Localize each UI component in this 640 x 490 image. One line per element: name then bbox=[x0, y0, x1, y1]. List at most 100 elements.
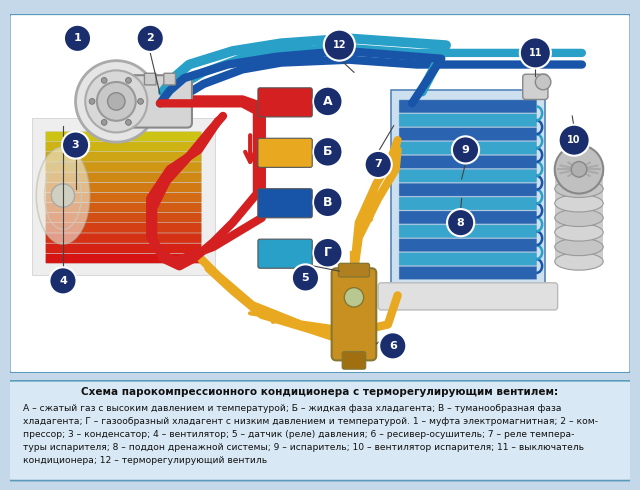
Circle shape bbox=[344, 288, 364, 307]
FancyBboxPatch shape bbox=[258, 239, 312, 268]
FancyBboxPatch shape bbox=[45, 253, 202, 264]
Circle shape bbox=[572, 162, 587, 177]
FancyBboxPatch shape bbox=[391, 90, 545, 288]
Circle shape bbox=[62, 131, 89, 159]
Text: А – сжатый газ с высоким давлением и температурой; Б – жидкая фаза хладагента; В: А – сжатый газ с высоким давлением и тем… bbox=[23, 404, 598, 465]
Circle shape bbox=[101, 77, 107, 83]
Ellipse shape bbox=[555, 223, 604, 241]
FancyBboxPatch shape bbox=[378, 283, 557, 310]
Circle shape bbox=[292, 265, 319, 292]
Circle shape bbox=[452, 136, 479, 164]
Text: 7: 7 bbox=[374, 159, 382, 170]
Ellipse shape bbox=[36, 147, 90, 244]
Text: 10: 10 bbox=[568, 135, 581, 145]
FancyBboxPatch shape bbox=[45, 131, 202, 142]
Ellipse shape bbox=[555, 253, 604, 270]
Circle shape bbox=[85, 71, 147, 132]
Circle shape bbox=[51, 184, 75, 207]
FancyBboxPatch shape bbox=[45, 243, 202, 253]
FancyBboxPatch shape bbox=[129, 75, 192, 127]
FancyBboxPatch shape bbox=[45, 213, 202, 223]
FancyBboxPatch shape bbox=[32, 118, 215, 275]
FancyBboxPatch shape bbox=[399, 155, 537, 169]
FancyBboxPatch shape bbox=[45, 162, 202, 172]
FancyBboxPatch shape bbox=[399, 100, 537, 113]
Text: 1: 1 bbox=[74, 33, 81, 43]
Ellipse shape bbox=[555, 195, 604, 212]
Ellipse shape bbox=[555, 166, 604, 183]
Text: А: А bbox=[323, 95, 333, 108]
Circle shape bbox=[535, 74, 551, 90]
Circle shape bbox=[76, 61, 157, 142]
FancyBboxPatch shape bbox=[258, 88, 312, 117]
Circle shape bbox=[108, 93, 125, 110]
Circle shape bbox=[125, 77, 131, 83]
Text: Б: Б bbox=[323, 146, 333, 158]
Circle shape bbox=[137, 25, 164, 52]
FancyBboxPatch shape bbox=[399, 253, 537, 266]
Text: Схема парокомпрессионного кондиционера с терморегулирующим вентилем:: Схема парокомпрессионного кондиционера с… bbox=[81, 387, 559, 397]
FancyBboxPatch shape bbox=[45, 193, 202, 202]
FancyBboxPatch shape bbox=[10, 14, 630, 373]
FancyBboxPatch shape bbox=[45, 152, 202, 162]
Circle shape bbox=[313, 188, 342, 217]
Circle shape bbox=[49, 267, 77, 294]
Text: 6: 6 bbox=[389, 341, 397, 351]
Ellipse shape bbox=[555, 209, 604, 226]
Circle shape bbox=[101, 120, 107, 125]
Text: 8: 8 bbox=[457, 218, 465, 228]
FancyBboxPatch shape bbox=[399, 114, 537, 127]
Circle shape bbox=[313, 87, 342, 116]
FancyBboxPatch shape bbox=[45, 202, 202, 213]
FancyBboxPatch shape bbox=[258, 189, 312, 218]
Text: 11: 11 bbox=[529, 48, 542, 58]
Circle shape bbox=[313, 238, 342, 267]
FancyBboxPatch shape bbox=[339, 264, 369, 277]
FancyBboxPatch shape bbox=[45, 223, 202, 233]
FancyBboxPatch shape bbox=[555, 170, 604, 262]
Circle shape bbox=[379, 332, 406, 360]
Ellipse shape bbox=[555, 238, 604, 256]
FancyBboxPatch shape bbox=[399, 225, 537, 238]
Text: 3: 3 bbox=[72, 140, 79, 150]
FancyBboxPatch shape bbox=[399, 211, 537, 224]
Circle shape bbox=[365, 151, 392, 178]
FancyBboxPatch shape bbox=[399, 183, 537, 196]
Circle shape bbox=[138, 98, 143, 104]
Circle shape bbox=[324, 29, 355, 61]
Ellipse shape bbox=[555, 180, 604, 197]
Circle shape bbox=[64, 25, 91, 52]
FancyBboxPatch shape bbox=[45, 182, 202, 193]
FancyBboxPatch shape bbox=[342, 352, 365, 369]
Text: 2: 2 bbox=[147, 33, 154, 43]
Ellipse shape bbox=[555, 145, 604, 194]
FancyBboxPatch shape bbox=[45, 142, 202, 152]
Text: В: В bbox=[323, 196, 333, 209]
FancyBboxPatch shape bbox=[164, 74, 175, 85]
Circle shape bbox=[520, 37, 551, 69]
FancyBboxPatch shape bbox=[399, 170, 537, 182]
FancyBboxPatch shape bbox=[399, 267, 537, 279]
FancyBboxPatch shape bbox=[399, 197, 537, 210]
Text: 12: 12 bbox=[333, 40, 346, 50]
Circle shape bbox=[89, 98, 95, 104]
FancyBboxPatch shape bbox=[399, 239, 537, 252]
Circle shape bbox=[447, 209, 474, 236]
Text: Г: Г bbox=[324, 246, 332, 259]
FancyBboxPatch shape bbox=[523, 74, 548, 99]
FancyBboxPatch shape bbox=[332, 268, 376, 360]
FancyBboxPatch shape bbox=[145, 74, 156, 85]
FancyBboxPatch shape bbox=[399, 142, 537, 154]
Circle shape bbox=[313, 137, 342, 167]
FancyBboxPatch shape bbox=[45, 172, 202, 182]
Text: 4: 4 bbox=[59, 276, 67, 286]
FancyBboxPatch shape bbox=[258, 138, 312, 168]
FancyBboxPatch shape bbox=[45, 233, 202, 243]
Circle shape bbox=[97, 82, 136, 121]
Text: 5: 5 bbox=[301, 273, 309, 283]
Circle shape bbox=[559, 124, 589, 156]
Circle shape bbox=[125, 120, 131, 125]
Text: 9: 9 bbox=[461, 145, 469, 155]
FancyBboxPatch shape bbox=[399, 128, 537, 141]
FancyBboxPatch shape bbox=[6, 381, 634, 481]
